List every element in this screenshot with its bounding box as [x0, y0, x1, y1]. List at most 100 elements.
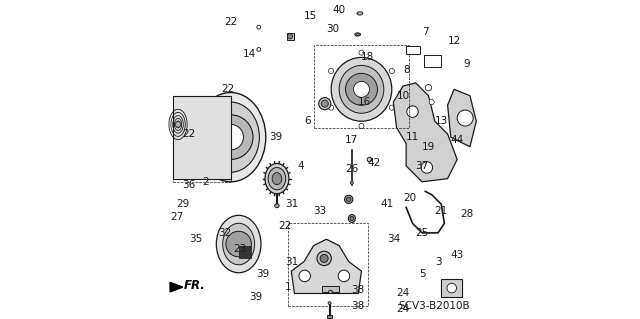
Circle shape: [226, 231, 252, 257]
Ellipse shape: [223, 223, 255, 265]
Ellipse shape: [320, 255, 328, 262]
Circle shape: [218, 124, 243, 150]
Text: 35: 35: [189, 234, 202, 244]
Text: 13: 13: [435, 116, 448, 126]
Ellipse shape: [351, 181, 353, 184]
Text: 34: 34: [387, 234, 400, 244]
Text: 33: 33: [314, 205, 326, 216]
Text: 31: 31: [285, 199, 298, 209]
Text: 38: 38: [351, 301, 365, 311]
Text: 26: 26: [345, 164, 358, 174]
Polygon shape: [170, 282, 183, 292]
Text: 4: 4: [298, 161, 304, 171]
Text: 31: 31: [285, 256, 298, 267]
Circle shape: [328, 105, 333, 110]
Text: 22: 22: [224, 17, 237, 27]
Bar: [288, 223, 368, 306]
Text: 22: 22: [221, 84, 234, 94]
Ellipse shape: [367, 157, 372, 162]
Ellipse shape: [321, 100, 328, 107]
Text: 9: 9: [463, 59, 470, 69]
Text: 42: 42: [367, 158, 381, 168]
Text: 8: 8: [403, 65, 410, 75]
Bar: [424, 55, 441, 67]
Text: 40: 40: [333, 4, 346, 15]
Ellipse shape: [355, 33, 360, 36]
Text: 17: 17: [345, 135, 358, 145]
Text: 21: 21: [435, 205, 448, 216]
Text: 38: 38: [351, 285, 365, 295]
Ellipse shape: [319, 98, 331, 110]
Circle shape: [457, 110, 473, 126]
Text: 30: 30: [326, 24, 339, 34]
Text: 24: 24: [396, 304, 410, 315]
Circle shape: [175, 122, 181, 127]
Text: 2: 2: [202, 177, 209, 187]
Bar: [287, 33, 294, 40]
Bar: [327, 315, 332, 318]
Text: 22: 22: [278, 221, 292, 232]
Circle shape: [353, 81, 369, 97]
Ellipse shape: [265, 163, 289, 194]
Circle shape: [389, 69, 394, 74]
Circle shape: [257, 25, 260, 29]
Ellipse shape: [344, 195, 353, 204]
Ellipse shape: [356, 33, 359, 35]
Text: FR.: FR.: [184, 279, 205, 292]
Ellipse shape: [339, 65, 384, 113]
Text: 12: 12: [447, 36, 461, 47]
Text: 5: 5: [419, 269, 426, 279]
Text: 25: 25: [415, 228, 429, 238]
Ellipse shape: [348, 215, 355, 223]
Text: 7: 7: [422, 27, 429, 37]
Ellipse shape: [272, 173, 282, 185]
Text: 23: 23: [234, 244, 247, 254]
Bar: [173, 96, 230, 182]
Text: 39: 39: [256, 269, 269, 279]
Text: 27: 27: [170, 212, 183, 222]
Text: 20: 20: [403, 193, 416, 203]
Circle shape: [257, 48, 260, 51]
Ellipse shape: [317, 251, 332, 265]
Text: 6: 6: [304, 116, 310, 126]
Polygon shape: [291, 239, 362, 293]
Text: 15: 15: [304, 11, 317, 21]
Text: 28: 28: [460, 209, 474, 219]
Circle shape: [421, 162, 433, 173]
Text: 36: 36: [182, 180, 196, 190]
Text: 14: 14: [243, 49, 257, 59]
Bar: [321, 286, 339, 292]
Circle shape: [407, 106, 419, 117]
Circle shape: [209, 115, 253, 160]
Ellipse shape: [328, 302, 331, 304]
Polygon shape: [394, 83, 457, 182]
Circle shape: [389, 105, 394, 110]
Ellipse shape: [346, 197, 351, 202]
Bar: [406, 46, 420, 54]
Bar: [441, 279, 462, 297]
Ellipse shape: [328, 290, 332, 293]
Text: 22: 22: [182, 129, 196, 139]
Ellipse shape: [350, 217, 354, 221]
Text: 43: 43: [451, 250, 464, 260]
Circle shape: [346, 73, 378, 105]
Circle shape: [359, 123, 364, 129]
Text: 19: 19: [422, 142, 435, 152]
Circle shape: [429, 100, 434, 105]
Text: 10: 10: [396, 91, 410, 101]
Text: 44: 44: [451, 135, 464, 145]
Text: 39: 39: [269, 132, 282, 142]
Text: 41: 41: [380, 199, 394, 209]
Text: 39: 39: [250, 292, 263, 302]
Text: 18: 18: [361, 52, 374, 63]
Text: 32: 32: [218, 228, 231, 238]
Text: 24: 24: [396, 288, 410, 299]
Ellipse shape: [357, 12, 363, 15]
Circle shape: [425, 85, 431, 91]
Text: 11: 11: [406, 132, 419, 142]
Text: 16: 16: [358, 97, 371, 107]
Text: 1: 1: [285, 282, 291, 292]
Ellipse shape: [268, 167, 285, 190]
Ellipse shape: [331, 57, 392, 121]
Circle shape: [447, 283, 456, 293]
